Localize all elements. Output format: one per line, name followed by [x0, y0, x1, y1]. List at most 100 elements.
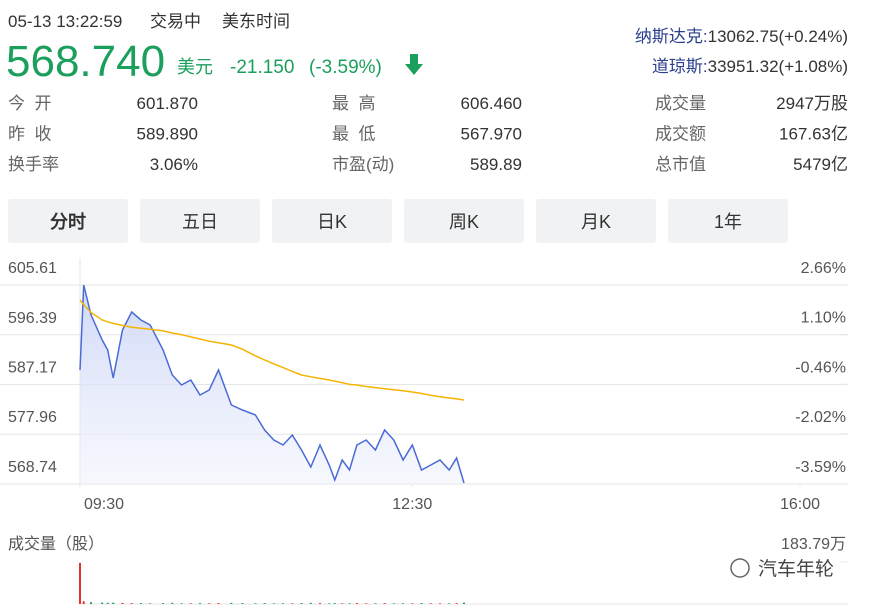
volume-bar [130, 603, 133, 604]
datetime: 05-13 13:22:59 [8, 12, 122, 31]
volume-bar [463, 602, 465, 604]
volume-bar [82, 601, 85, 604]
tab[interactable] [8, 199, 128, 243]
down-arrow [405, 54, 423, 75]
volume-bar [348, 603, 351, 604]
volume-bar [230, 602, 233, 604]
tab-label[interactable]: 月K [581, 212, 611, 232]
volume-bar [217, 603, 220, 604]
series-line [79, 284, 465, 484]
stat-value: 589.89 [470, 155, 522, 174]
tab-label[interactable]: 分时 [50, 212, 86, 232]
stat-label: 总市值 [655, 155, 706, 174]
volume-bar [199, 603, 201, 604]
volume-bar [112, 602, 115, 604]
volume-bar [355, 603, 358, 604]
y-tick-label: 605.61 [8, 260, 57, 277]
stat-value: 606.460 [461, 94, 522, 113]
volume-bar [90, 602, 93, 604]
tab[interactable] [668, 199, 788, 243]
stat-label: 成交额 [655, 125, 706, 144]
volume-bar [319, 603, 321, 604]
stat-value: 2947万股 [776, 94, 848, 113]
volume-bar [439, 603, 441, 604]
volume-bar [374, 603, 377, 604]
tab[interactable] [404, 199, 524, 243]
stats: 今 开 601.870 昨 收 589.890 换手率 3.06% 最 高 606.460 最 … [8, 94, 848, 174]
watermark-icon [730, 558, 750, 578]
index-name: 道琼斯: [652, 57, 708, 76]
y2-tick-label: -0.46% [795, 359, 846, 376]
volume-bar [411, 603, 414, 604]
volume-bar [106, 602, 109, 604]
stat-label: 市盈(动) [332, 155, 394, 174]
volume-bar [180, 603, 183, 604]
volume-bar [263, 603, 266, 604]
tab-label[interactable]: 日K [317, 212, 347, 232]
volume-bar [328, 603, 331, 604]
volume-tick-label: 183.79万 [781, 536, 846, 553]
volume-chart: 成交量（股） 183.79万 [8, 535, 848, 605]
stat-value: 167.63亿 [779, 125, 848, 144]
x-tick-label: 09:30 [84, 496, 124, 513]
y-tick-label: 587.17 [8, 360, 57, 377]
intraday-chart: 605.61 596.39 587.17 577.96 568.74 2.66% 1.10%… [0, 258, 848, 513]
y2-tick-label: 2.66% [801, 260, 846, 277]
price-area [80, 285, 464, 484]
stat-value: 567.970 [461, 125, 522, 144]
tab[interactable] [272, 199, 392, 243]
index-value: 33951.32(+1.08%) [708, 57, 848, 76]
index-quote: 纳斯达克:13062.75(+0.24%) [635, 27, 848, 46]
volume-bar [272, 603, 275, 604]
volume-bar [341, 603, 344, 604]
volume-bar [149, 603, 152, 604]
tab[interactable] [536, 199, 656, 243]
index-name: 纳斯达克: [635, 27, 708, 46]
tab-label[interactable]: 周K [449, 212, 479, 232]
tab[interactable] [140, 199, 260, 243]
stat-value: 589.890 [137, 125, 198, 144]
x-tick-label: 12:30 [392, 496, 432, 513]
volume-bar [254, 603, 257, 604]
stat-value: 601.870 [137, 94, 198, 113]
stat-label: 最 低 [332, 125, 375, 144]
volume-bar [383, 603, 386, 604]
stat-value: 3.06% [150, 155, 198, 174]
stat-label: 换手率 [8, 155, 59, 174]
y2-tick-label: 1.10% [801, 310, 846, 327]
y-tick-label: 596.39 [8, 310, 57, 327]
volume-bar [420, 603, 423, 604]
tab-label[interactable]: 1年 [714, 212, 742, 232]
volume-bar [309, 602, 312, 604]
volume-bar [455, 603, 458, 604]
volume-bar [121, 602, 124, 604]
timezone: 美东时间 [222, 12, 290, 31]
volume-bar [333, 603, 336, 604]
watermark: 汽车年轮 [730, 558, 834, 580]
tab-label[interactable]: 五日 [182, 212, 218, 232]
y2-tick-label: -2.02% [795, 409, 846, 426]
volume-bar [162, 603, 165, 604]
stat-label: 昨 收 [8, 125, 51, 144]
volume-bar [241, 603, 244, 604]
series-line [79, 299, 465, 401]
volume-bar [300, 603, 303, 604]
volume-bar [189, 603, 192, 604]
tabs: 分时 五日 日K 周K 月K 1年 [8, 199, 788, 243]
volume-bar [429, 603, 432, 604]
price: 568.740 [6, 37, 165, 86]
volume-bar [171, 602, 174, 604]
volume-label: 成交量（股） [8, 535, 104, 553]
volume-bar [208, 603, 211, 604]
indices: 纳斯达克:13062.75(+0.24%)道琼斯:33951.32(+1.08%… [635, 27, 848, 76]
volume-bar [291, 603, 294, 604]
watermark-text: 汽车年轮 [758, 558, 834, 580]
volume-bar [79, 562, 81, 604]
index-value: 13062.75(+0.24%) [708, 27, 848, 46]
volume-bar [392, 603, 395, 604]
volume-bar [402, 603, 405, 604]
stat-label: 今 开 [8, 94, 51, 113]
y2-tick-label: -3.59% [795, 459, 846, 476]
volume-bar [139, 603, 142, 604]
